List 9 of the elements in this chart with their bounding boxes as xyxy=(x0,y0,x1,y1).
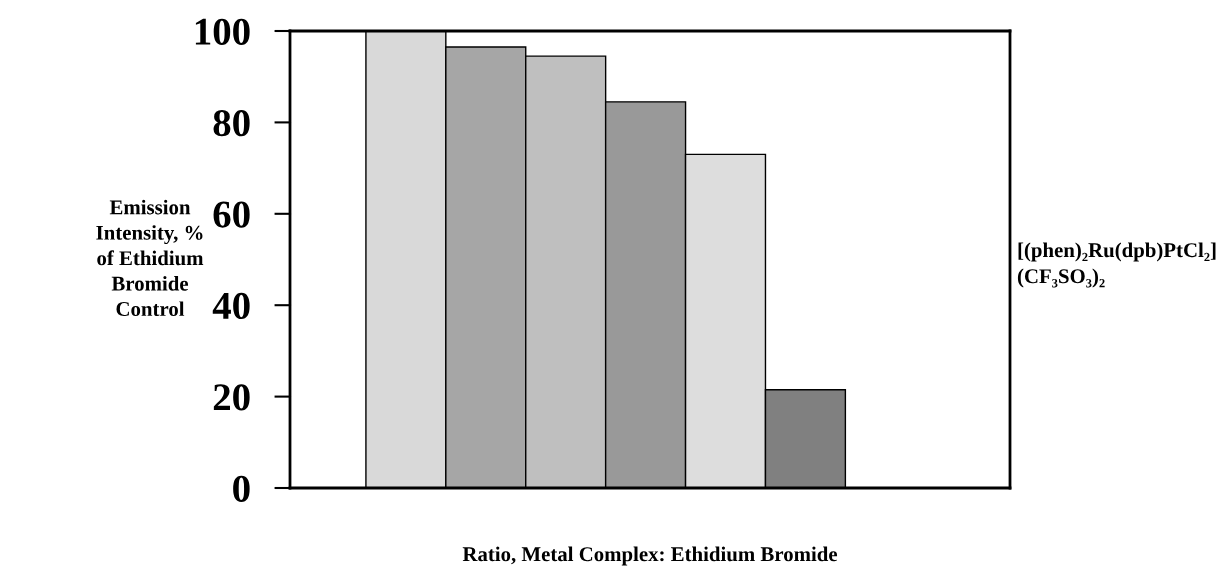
y-tick-label: 100 xyxy=(195,18,250,45)
y-tick-label: 20 xyxy=(213,384,250,411)
text: [(phen)₂Ru(dpb)PtCl₂] (CF₃SO₃)₂ xyxy=(1017,242,1216,288)
y-axis-title: Emission Intensity, % of Ethidium Bromide Control xyxy=(96,199,204,317)
x-axis-title: Ratio, Metal Complex: Ethidium Bromide xyxy=(462,546,838,566)
y-tick-label: 40 xyxy=(212,292,250,320)
y-tick-label: 80 xyxy=(213,110,250,137)
y-tick-label: 0 xyxy=(233,475,250,502)
y-tick-label: 60 xyxy=(213,201,250,228)
